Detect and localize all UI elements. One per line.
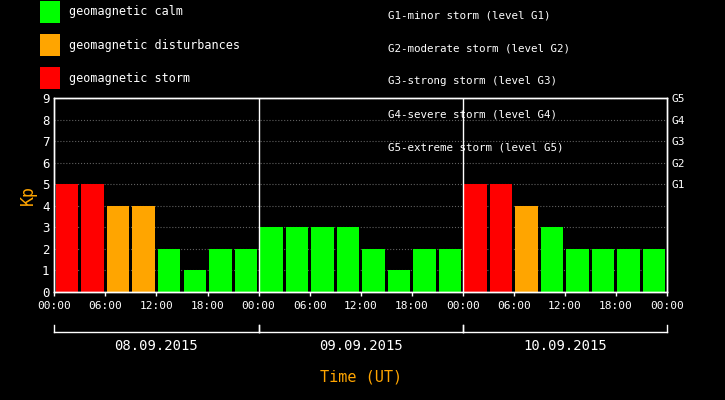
Text: G4-severe storm (level G4): G4-severe storm (level G4) bbox=[388, 110, 557, 120]
Text: geomagnetic storm: geomagnetic storm bbox=[69, 72, 190, 85]
Bar bbox=[81, 184, 104, 292]
Bar bbox=[592, 249, 614, 292]
Text: 08.09.2015: 08.09.2015 bbox=[115, 339, 199, 353]
Bar bbox=[158, 249, 181, 292]
Text: Time (UT): Time (UT) bbox=[320, 370, 402, 385]
Text: 09.09.2015: 09.09.2015 bbox=[319, 339, 402, 353]
Bar bbox=[235, 249, 257, 292]
Bar bbox=[209, 249, 231, 292]
Bar bbox=[464, 184, 486, 292]
Bar bbox=[311, 227, 334, 292]
Bar bbox=[541, 227, 563, 292]
Text: G2-moderate storm (level G2): G2-moderate storm (level G2) bbox=[388, 43, 570, 53]
Bar bbox=[133, 206, 155, 292]
Text: geomagnetic calm: geomagnetic calm bbox=[69, 6, 183, 18]
Bar bbox=[388, 270, 410, 292]
Bar bbox=[260, 227, 283, 292]
Bar bbox=[618, 249, 640, 292]
Bar bbox=[107, 206, 130, 292]
Y-axis label: Kp: Kp bbox=[18, 185, 36, 205]
Text: G1-minor storm (level G1): G1-minor storm (level G1) bbox=[388, 10, 550, 20]
Bar bbox=[286, 227, 308, 292]
Bar bbox=[413, 249, 436, 292]
Bar bbox=[336, 227, 359, 292]
Bar bbox=[643, 249, 666, 292]
Bar bbox=[362, 249, 385, 292]
Bar bbox=[439, 249, 461, 292]
Bar bbox=[56, 184, 78, 292]
Text: 10.09.2015: 10.09.2015 bbox=[523, 339, 607, 353]
Bar bbox=[515, 206, 538, 292]
Bar bbox=[183, 270, 206, 292]
Bar bbox=[490, 184, 513, 292]
Bar bbox=[566, 249, 589, 292]
Text: G3-strong storm (level G3): G3-strong storm (level G3) bbox=[388, 76, 557, 86]
Text: G5-extreme storm (level G5): G5-extreme storm (level G5) bbox=[388, 143, 563, 153]
Text: geomagnetic disturbances: geomagnetic disturbances bbox=[69, 39, 240, 52]
